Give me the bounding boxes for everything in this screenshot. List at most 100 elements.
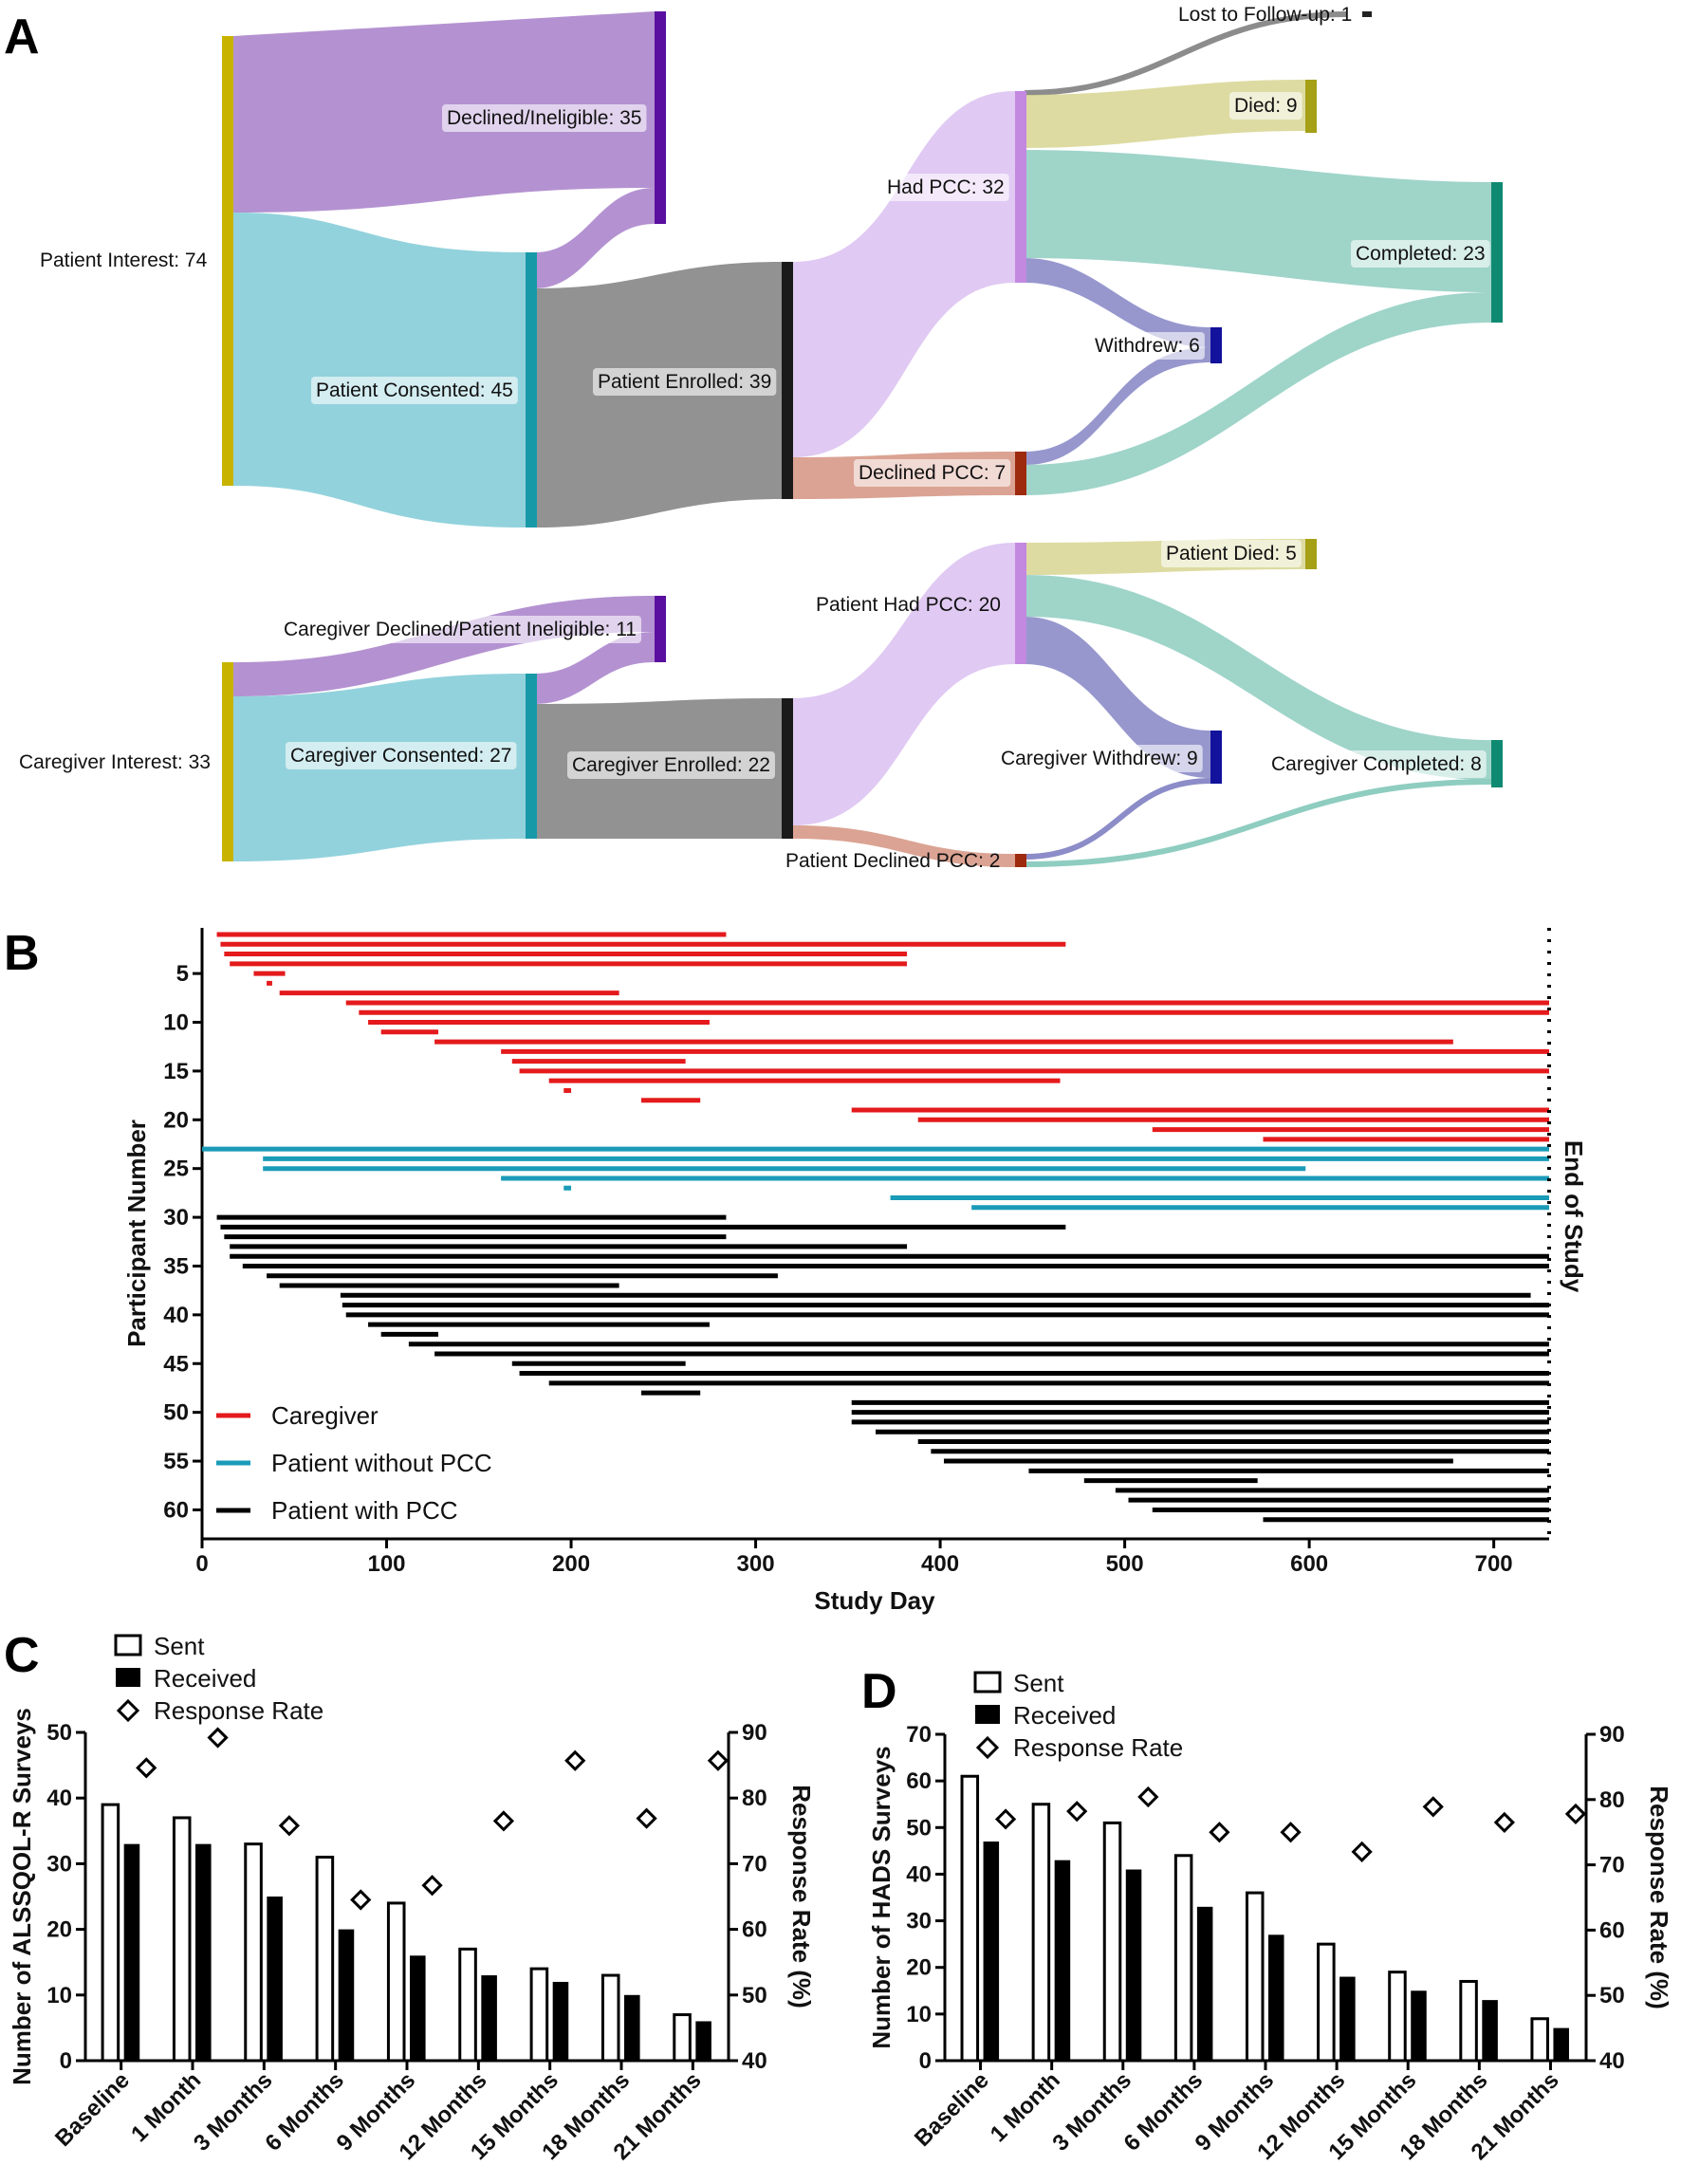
- received-bar: [481, 1975, 497, 2061]
- right-tick-label: 60: [742, 1917, 767, 1943]
- legend-label: Sent: [1013, 1669, 1064, 1697]
- cg-label-interest: Caregiver Interest: 33: [19, 751, 211, 773]
- left-tick-label: 0: [919, 2048, 932, 2074]
- response-rate-marker: [492, 1810, 515, 1832]
- cg-label-enrolled: Caregiver Enrolled: 22: [572, 754, 770, 776]
- label-background: [1351, 240, 1490, 268]
- cg-node-completed: [1491, 740, 1503, 787]
- cg-node-declined: [655, 596, 666, 662]
- label-declined-pcc: Declined PCC: 7: [859, 462, 1006, 484]
- left-tick-label: 30: [46, 1851, 72, 1877]
- label-lost: Lost to Follow-up: 1: [1178, 4, 1352, 26]
- cg-node-interest: [222, 662, 233, 861]
- node-withdrew: [1210, 327, 1222, 363]
- received-bar: [1553, 2027, 1569, 2061]
- left-tick-label: 10: [46, 1983, 72, 2008]
- left-axis-title: Number of ALSSQOL-R Surveys: [8, 1708, 36, 2085]
- cg-flow-declined-pcc-to-withdrew: [1024, 778, 1211, 860]
- y-tick-label: 15: [163, 1059, 189, 1084]
- legend-label: Received: [1013, 1701, 1116, 1730]
- legend-swatch-received: [116, 1668, 140, 1687]
- left-tick-label: 10: [906, 2002, 932, 2027]
- sent-bar: [1388, 1971, 1407, 2063]
- legend-swatch-rate: [975, 1735, 1000, 1760]
- right-axis-title: Response Rate (%): [787, 1785, 816, 2008]
- response-rate-marker: [421, 1875, 443, 1897]
- right-tick-label: 70: [1599, 1853, 1625, 1879]
- right-tick-label: 60: [1599, 1917, 1625, 1943]
- response-rate-marker: [1422, 1796, 1444, 1818]
- received-bar: [1125, 1869, 1142, 2061]
- cg-node-had-pcc: [1015, 543, 1026, 664]
- flow-declined-pcc-to-withdrew: [1025, 347, 1210, 465]
- cg-node-declined-pcc: [1015, 854, 1026, 867]
- legend-label: Response Rate: [154, 1696, 323, 1725]
- right-axis-title: Response Rate (%): [1645, 1786, 1673, 2009]
- label-background: [1090, 332, 1205, 360]
- y-tick-label: 10: [163, 1010, 189, 1036]
- label-had-pcc: Had PCC: 32: [887, 176, 1005, 198]
- right-tick-label: 50: [742, 1983, 767, 2008]
- end-of-study-label: End of Study: [1560, 1140, 1588, 1293]
- x-tick-label: 200: [552, 1551, 590, 1577]
- response-rate-marker: [994, 1808, 1017, 1830]
- flow-declined-pcc-to-completed: [1025, 292, 1491, 495]
- received-bar: [1339, 1976, 1356, 2061]
- received-bar: [1268, 1934, 1284, 2061]
- node-completed: [1491, 182, 1503, 323]
- response-rate-marker: [1066, 1801, 1088, 1823]
- left-tick-label: 20: [46, 1917, 72, 1943]
- label-background: [882, 174, 1009, 201]
- received-bar: [195, 1843, 212, 2061]
- cg-node-enrolled: [782, 698, 793, 839]
- flow-interest-to-consented: [233, 213, 526, 527]
- y-axis-title: Participant Number: [122, 1120, 151, 1347]
- legend-label: Patient with PCC: [271, 1496, 458, 1525]
- label-declined: Declined/Ineligible: 35: [447, 107, 641, 129]
- node-declined: [655, 11, 666, 224]
- label-consented: Patient Consented: 45: [316, 379, 513, 401]
- panel-label-d: D: [861, 1664, 897, 1719]
- flow-consented-to-declined: [535, 188, 655, 288]
- label-background: [311, 377, 518, 404]
- received-bar: [552, 1981, 569, 2061]
- label-background: [854, 459, 1011, 487]
- node-enrolled: [782, 262, 793, 499]
- label-background: [286, 742, 517, 769]
- sent-bar: [315, 1855, 335, 2063]
- sent-bar: [1173, 1854, 1193, 2063]
- sent-bar: [101, 1803, 120, 2063]
- x-tick-label: Baseline: [910, 2067, 994, 2152]
- flow-had-pcc-to-lost: [1024, 11, 1348, 96]
- response-rate-marker: [1493, 1811, 1515, 1834]
- received-bar: [123, 1843, 140, 2061]
- label-background: [1229, 92, 1302, 120]
- response-rate-marker: [207, 1727, 229, 1749]
- sankey-labels: Patient Interest: 74 Declined/Ineligible…: [19, 4, 1490, 872]
- participation-timeline: 0 100 200 300 400 500 600 700 5 10 15 20 25 30 35 40 45 5…: [122, 928, 1588, 1615]
- legend-swatch-sent: [114, 1634, 142, 1657]
- label-background: [279, 616, 641, 643]
- cg-label-consented: Caregiver Consented: 27: [290, 745, 511, 767]
- response-rate-marker: [278, 1815, 301, 1837]
- flow-enrolled-to-had-pcc: [793, 91, 1015, 457]
- node-declined-pcc: [1015, 452, 1026, 495]
- received-bar: [267, 1897, 283, 2061]
- left-tick-label: 40: [906, 1861, 932, 1887]
- sent-bar: [1031, 1803, 1051, 2063]
- received-bar: [1411, 1990, 1427, 2061]
- right-tick-label: 80: [742, 1786, 767, 1811]
- left-tick-label: 60: [906, 1768, 932, 1794]
- left-axis-title: Number of HADS Surveys: [867, 1746, 896, 2048]
- sent-bar: [386, 1901, 406, 2063]
- legend-label: Received: [154, 1664, 256, 1693]
- sent-bar: [1317, 1942, 1336, 2063]
- left-tick-label: 0: [60, 2048, 72, 2074]
- x-tick-label: 700: [1475, 1551, 1513, 1577]
- node-had-pcc: [1015, 91, 1026, 283]
- label-died: Died: 9: [1234, 95, 1298, 117]
- response-rate-marker: [564, 1749, 586, 1771]
- left-tick-label: 40: [46, 1786, 72, 1811]
- sent-bar: [529, 1967, 549, 2063]
- cg-label-completed: Caregiver Completed: 8: [1271, 753, 1482, 775]
